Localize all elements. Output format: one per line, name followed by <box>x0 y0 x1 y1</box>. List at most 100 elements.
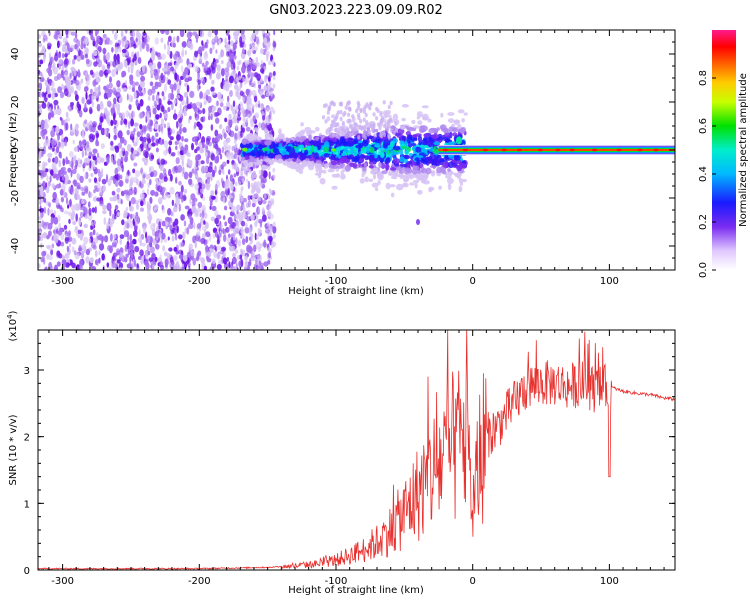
noise-blob <box>154 37 159 45</box>
noise-blob <box>249 91 253 96</box>
noise-blob <box>159 165 164 172</box>
noise-blob <box>68 243 72 248</box>
noise-blob <box>150 154 155 160</box>
spectral-blob <box>372 123 376 128</box>
noise-blob <box>232 42 237 50</box>
noise-blob <box>127 169 130 176</box>
noise-blob <box>157 61 162 69</box>
spectral-blob <box>392 130 396 136</box>
noise-blob <box>195 211 199 217</box>
noise-blob <box>165 191 168 197</box>
spectral-blob <box>396 173 402 178</box>
noise-blob <box>202 142 205 149</box>
spectral-blob <box>412 179 420 184</box>
noise-blob <box>43 206 47 214</box>
noise-blob <box>64 88 69 97</box>
noise-blob <box>234 164 237 170</box>
noise-blob <box>47 83 51 92</box>
noise-blob <box>48 254 53 261</box>
noise-blob <box>167 128 173 136</box>
spectral-blob <box>389 100 393 106</box>
spectral-blob <box>251 135 257 141</box>
noise-blob <box>188 243 193 251</box>
noise-blob <box>115 103 120 111</box>
noise-blob <box>173 83 177 91</box>
noise-blob <box>139 80 145 88</box>
noise-blob <box>189 31 193 37</box>
noise-blob <box>180 184 184 193</box>
noise-blob <box>184 50 187 56</box>
noise-blob <box>197 250 202 256</box>
noise-blob <box>132 81 136 89</box>
noise-blob <box>204 44 209 49</box>
spectral-blob <box>417 169 422 174</box>
spectral-blob <box>258 161 263 165</box>
noise-blob <box>182 166 185 175</box>
noise-blob <box>112 255 115 261</box>
spectral-blob <box>339 156 345 164</box>
noise-blob <box>43 34 48 41</box>
noise-blob <box>183 171 189 180</box>
noise-blob <box>256 218 259 223</box>
noise-blob <box>273 30 276 36</box>
noise-blob <box>178 117 183 124</box>
noise-blob <box>171 235 175 242</box>
noise-blob <box>259 48 264 55</box>
noise-blob <box>96 38 101 43</box>
noise-blob <box>48 202 52 208</box>
noise-blob <box>237 239 242 247</box>
spectral-blob <box>448 171 455 175</box>
noise-blob <box>217 91 222 100</box>
noise-blob <box>39 123 45 130</box>
noise-blob <box>194 111 197 118</box>
noise-blob <box>97 169 101 174</box>
noise-blob <box>251 202 256 208</box>
noise-blob <box>133 259 137 267</box>
spectral-blob <box>410 137 416 142</box>
noise-blob <box>41 220 45 228</box>
noise-blob <box>48 93 51 98</box>
noise-blob <box>100 157 105 163</box>
noise-blob <box>251 194 255 200</box>
noise-blob <box>268 81 272 86</box>
noise-blob <box>159 180 162 187</box>
noise-blob <box>153 100 157 107</box>
spectral-blob <box>390 192 395 198</box>
noise-blob <box>241 65 246 74</box>
noise-blob <box>216 264 222 270</box>
noise-blob <box>214 165 217 174</box>
noise-blob <box>62 47 65 53</box>
spectral-blob <box>272 147 278 153</box>
colorbar-tick-label: 0.4 <box>698 166 709 182</box>
noise-blob <box>39 71 43 76</box>
y-tick-label: 3 <box>24 366 30 377</box>
noise-blob <box>143 161 148 166</box>
noise-blob <box>232 100 236 108</box>
noise-blob <box>102 210 107 215</box>
spectral-blob <box>430 171 436 177</box>
spectral-blob <box>387 104 391 110</box>
noise-blob <box>117 211 121 217</box>
spectral-blob <box>399 156 405 163</box>
noise-blob <box>181 41 187 48</box>
spectral-blob <box>315 126 320 132</box>
noise-blob <box>272 174 276 180</box>
noise-blob <box>217 70 221 77</box>
noise-blob <box>136 263 139 269</box>
noise-blob <box>89 108 93 114</box>
spectral-blob <box>359 178 365 184</box>
noise-blob <box>266 222 270 227</box>
spectral-blob <box>378 138 382 145</box>
noise-blob <box>272 234 276 240</box>
noise-blob <box>55 183 62 189</box>
noise-blob <box>133 91 137 99</box>
noise-blob <box>264 78 268 83</box>
noise-blob <box>246 100 249 105</box>
noise-blob <box>152 107 157 115</box>
noise-blob <box>124 80 128 86</box>
spectral-blob <box>321 115 326 120</box>
noise-blob <box>167 40 170 47</box>
noise-blob <box>245 77 250 84</box>
noise-blob <box>155 114 160 120</box>
noise-blob <box>57 105 60 110</box>
